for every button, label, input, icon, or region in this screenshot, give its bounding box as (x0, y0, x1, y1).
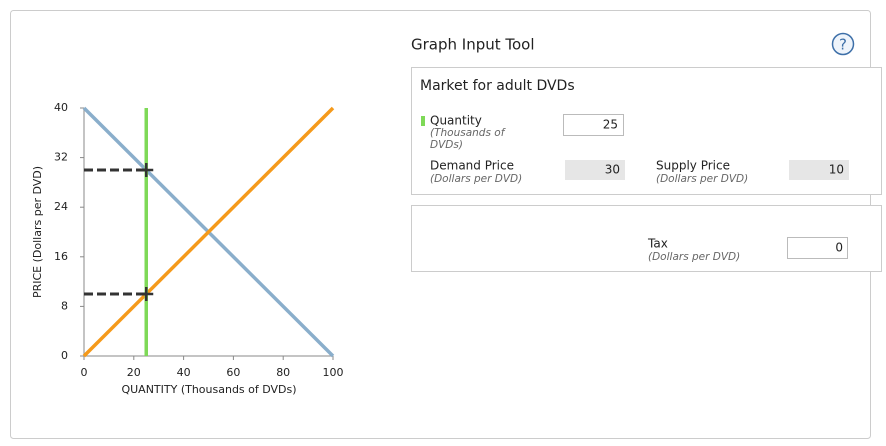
x-tick-label: 40 (177, 366, 191, 379)
price-marker (139, 163, 154, 177)
demand-price-box (565, 160, 625, 180)
y-tick-label: 0 (61, 349, 68, 362)
tax-label: Tax (647, 237, 668, 251)
quantity-input[interactable] (563, 114, 624, 136)
quantity-unit: DVDs) (430, 139, 463, 151)
tool-title: Graph Input Tool (411, 36, 535, 54)
demand-price-label: Demand Price (430, 159, 514, 173)
y-axis-label: PRICE (Dollars per DVD) (31, 166, 44, 298)
x-tick-label: 80 (276, 366, 290, 379)
price-marker (139, 287, 154, 301)
y-tick-label: 40 (54, 101, 68, 114)
y-tick-label: 16 (54, 250, 68, 263)
quantity-unit: (Thousands of (430, 127, 507, 139)
supply-price-label: Supply Price (656, 159, 730, 173)
tax-unit: (Dollars per DVD) (648, 251, 740, 263)
tax-input[interactable] (787, 237, 848, 259)
x-tick-label: 20 (127, 366, 141, 379)
x-tick-label: 0 (81, 366, 88, 379)
market-title: Market for adult DVDs (420, 78, 575, 94)
quantity-label: Quantity (430, 114, 482, 128)
supply-price-box (789, 160, 849, 180)
series-line (82, 106, 335, 358)
quantity-swatch (421, 116, 425, 126)
help-text[interactable]: ? (839, 36, 847, 54)
tax-value[interactable]: 0 (835, 241, 843, 255)
supply-price-unit: (Dollars per DVD) (656, 173, 748, 185)
y-tick-label: 8 (61, 299, 68, 312)
y-tick-label: 24 (54, 200, 68, 213)
demand-price-unit: (Dollars per DVD) (430, 173, 522, 185)
demand-price-value: 30 (605, 163, 620, 177)
x-tick-label: 60 (226, 366, 240, 379)
supply-price-value: 10 (829, 163, 844, 177)
y-tick-label: 32 (54, 151, 68, 164)
help-button[interactable] (831, 32, 855, 56)
x-axis-label: QUANTITY (Thousands of DVDs) (121, 383, 296, 396)
x-tick-label: 100 (323, 366, 344, 379)
quantity-value[interactable]: 25 (603, 118, 618, 132)
